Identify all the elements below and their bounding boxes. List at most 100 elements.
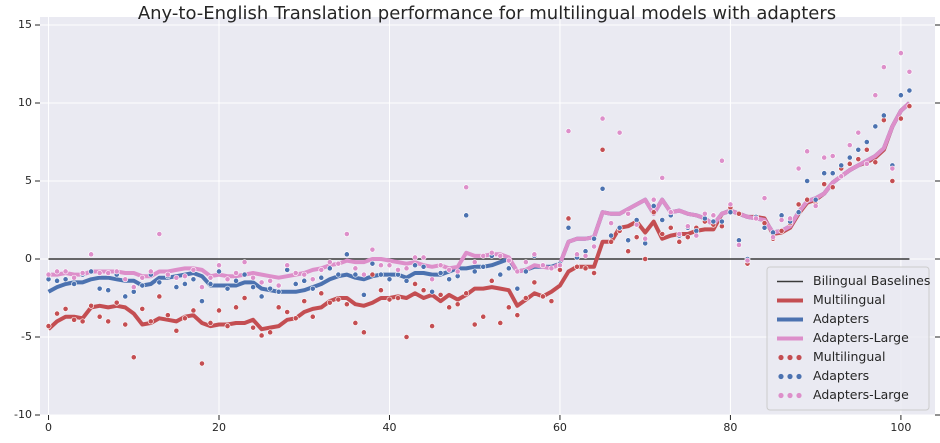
scatter-point (505, 304, 512, 311)
scatter-point (309, 313, 316, 320)
scatter-point (258, 279, 265, 286)
scatter-point (471, 321, 478, 328)
scatter-point (719, 157, 725, 164)
scatter-point (420, 263, 427, 270)
scatter-point (403, 265, 410, 272)
scatter-point (173, 327, 180, 334)
scatter-point (829, 170, 836, 177)
scatter-point (855, 156, 862, 163)
scatter-point (889, 178, 896, 184)
scatter-point (863, 139, 870, 145)
scatter-point (591, 235, 597, 242)
scatter-point (829, 153, 836, 159)
scatter-point (361, 291, 367, 298)
scatter-point (292, 270, 299, 276)
scatter-point (863, 146, 870, 153)
scatter-point (369, 246, 376, 253)
scatter-point (463, 290, 470, 297)
scatter-point (667, 209, 674, 216)
scatter-point (105, 318, 112, 325)
y-tick-label: 15 (18, 18, 32, 31)
scatter-point (122, 276, 129, 283)
scatter-point (139, 306, 146, 312)
scatter-point (906, 87, 913, 94)
scatter-point (250, 324, 256, 331)
scatter-point (795, 201, 802, 208)
scatter-point (275, 288, 282, 295)
scatter-point (182, 281, 188, 287)
legend-swatch (778, 354, 784, 361)
scatter-point (531, 279, 538, 286)
scatter-point (846, 160, 853, 167)
scatter-point (497, 271, 504, 278)
scatter-point (326, 259, 333, 266)
scatter-point (62, 306, 69, 312)
scatter-point (284, 309, 291, 315)
scatter-point (386, 296, 393, 303)
scatter-point (79, 318, 86, 325)
scatter-point (224, 323, 231, 329)
scatter-point (326, 299, 333, 306)
y-tick-label: -5 (21, 330, 32, 343)
scatter-point (753, 215, 759, 222)
scatter-point (599, 146, 606, 153)
scatter-point (574, 251, 580, 258)
scatter-point (522, 259, 529, 266)
scatter-point (531, 251, 538, 258)
scatter-point (335, 296, 342, 303)
scatter-point (804, 148, 811, 155)
scatter-point (659, 231, 666, 237)
legend-swatch (778, 392, 784, 399)
scatter-point (173, 284, 180, 290)
scatter-point (804, 178, 811, 184)
scatter-point (454, 301, 461, 308)
scatter-point (591, 243, 597, 250)
scatter-point (761, 224, 768, 231)
scatter-point (463, 184, 470, 191)
scatter-point (182, 273, 188, 280)
scatter-point (369, 271, 376, 278)
scatter-point (540, 262, 546, 269)
scatter-point (292, 281, 299, 287)
scatter-point (309, 285, 316, 292)
scatter-point (309, 276, 316, 283)
scatter-point (190, 276, 197, 283)
scatter-point (96, 270, 103, 276)
scatter-point (130, 284, 137, 290)
scatter-point (292, 315, 299, 322)
scatter-point (548, 298, 555, 305)
scatter-point (361, 329, 367, 336)
scatter-point (96, 285, 103, 292)
scatter-point (207, 274, 214, 281)
scatter-point (471, 259, 478, 266)
scatter-point (795, 165, 802, 172)
scatter-point (437, 291, 444, 298)
scatter-point (267, 329, 274, 336)
scatter-point (207, 281, 214, 287)
scatter-point (522, 268, 529, 275)
scatter-point (233, 277, 239, 284)
scatter-point (480, 263, 487, 270)
scatter-point (795, 209, 802, 216)
legend-label: Adapters (813, 311, 869, 326)
y-tick-label: 10 (18, 96, 32, 109)
scatter-point (812, 203, 819, 209)
scatter-point (736, 242, 742, 248)
scatter-point (88, 302, 95, 309)
scatter-point (71, 281, 77, 287)
scatter-point (880, 64, 887, 71)
scatter-point (343, 231, 350, 237)
scatter-point (437, 262, 444, 269)
scatter-point (684, 234, 691, 241)
legend-swatch (796, 392, 802, 399)
scatter-point (633, 234, 640, 241)
scatter-point (574, 263, 580, 270)
scatter-point (147, 318, 154, 325)
scatter-point (505, 257, 512, 264)
legend-swatch (787, 373, 793, 380)
scatter-point (454, 268, 461, 275)
scatter-point (829, 184, 836, 191)
scatter-point (199, 298, 205, 305)
scatter-point (275, 304, 282, 311)
legend-swatch (787, 354, 793, 361)
